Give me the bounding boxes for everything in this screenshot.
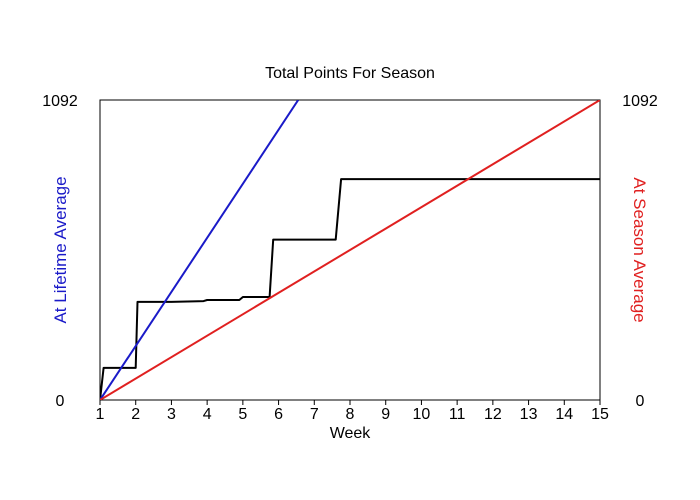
x-tick-label: 6 (274, 406, 283, 423)
x-ticks: 1 2 3 4 5 6 7 8 9 10 11 12 13 14 15 (96, 400, 609, 423)
x-tick-label: 12 (484, 406, 502, 423)
x-tick-label: 1 (96, 406, 105, 423)
x-tick-label: 8 (346, 406, 355, 423)
x-tick-label: 5 (238, 406, 247, 423)
y-axis-left-label: At Lifetime Average (51, 176, 70, 323)
y-right-tick-min: 0 (636, 393, 645, 410)
y-left-tick-max: 1092 (42, 93, 78, 110)
x-tick-label: 7 (310, 406, 319, 423)
series-line-actual (100, 178, 600, 400)
x-tick-label: 9 (381, 406, 390, 423)
y-left-tick-min: 0 (56, 393, 65, 410)
y-axis-right-label: At Season Average (630, 177, 649, 322)
x-tick-label: 14 (555, 406, 573, 423)
x-axis-label: Week (330, 425, 372, 442)
x-tick-label: 10 (413, 406, 431, 423)
x-tick-label: 15 (591, 406, 609, 423)
x-tick-label: 11 (449, 406, 466, 423)
series-line-season (100, 100, 600, 400)
series-line-lifetime (100, 100, 300, 400)
chart-title: Total Points For Season (265, 65, 435, 82)
series-layer (100, 100, 600, 400)
x-tick-label: 4 (203, 406, 212, 423)
x-tick-label: 2 (131, 406, 140, 423)
x-tick-label: 3 (167, 406, 176, 423)
x-tick-label: 13 (520, 406, 538, 423)
y-right-tick-max: 1092 (622, 93, 658, 110)
